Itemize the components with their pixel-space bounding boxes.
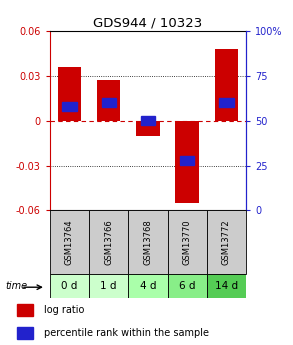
Bar (17, 304, 33, 316)
Bar (89, 274, 128, 298)
Bar (168, 274, 207, 298)
Bar (17, 327, 33, 339)
Text: time: time (6, 281, 28, 290)
Text: 1 d: 1 d (100, 282, 117, 291)
Text: percentile rank within the sample: percentile rank within the sample (44, 328, 209, 338)
Bar (176, 121, 199, 203)
Bar (89, 210, 128, 274)
Text: 0 d: 0 d (61, 282, 78, 291)
Bar (180, 156, 194, 165)
Text: GSM13770: GSM13770 (183, 219, 192, 265)
Bar (207, 274, 246, 298)
Bar (207, 210, 246, 274)
Bar (102, 98, 116, 107)
Text: GSM13768: GSM13768 (144, 219, 152, 265)
Bar (168, 210, 207, 274)
Bar (215, 49, 238, 121)
Bar (219, 98, 234, 107)
Bar (128, 210, 168, 274)
Text: 14 d: 14 d (215, 282, 238, 291)
Bar (141, 116, 155, 125)
Text: GSM13766: GSM13766 (104, 219, 113, 265)
Text: log ratio: log ratio (44, 305, 84, 315)
Bar (50, 274, 89, 298)
Text: GSM13772: GSM13772 (222, 219, 231, 265)
Text: 6 d: 6 d (179, 282, 195, 291)
Bar (128, 274, 168, 298)
Bar (50, 210, 89, 274)
Bar (97, 80, 120, 121)
Title: GDS944 / 10323: GDS944 / 10323 (93, 17, 202, 30)
Bar (62, 102, 76, 111)
Bar (58, 67, 81, 121)
Bar (136, 121, 160, 136)
Text: 4 d: 4 d (140, 282, 156, 291)
Text: GSM13764: GSM13764 (65, 219, 74, 265)
